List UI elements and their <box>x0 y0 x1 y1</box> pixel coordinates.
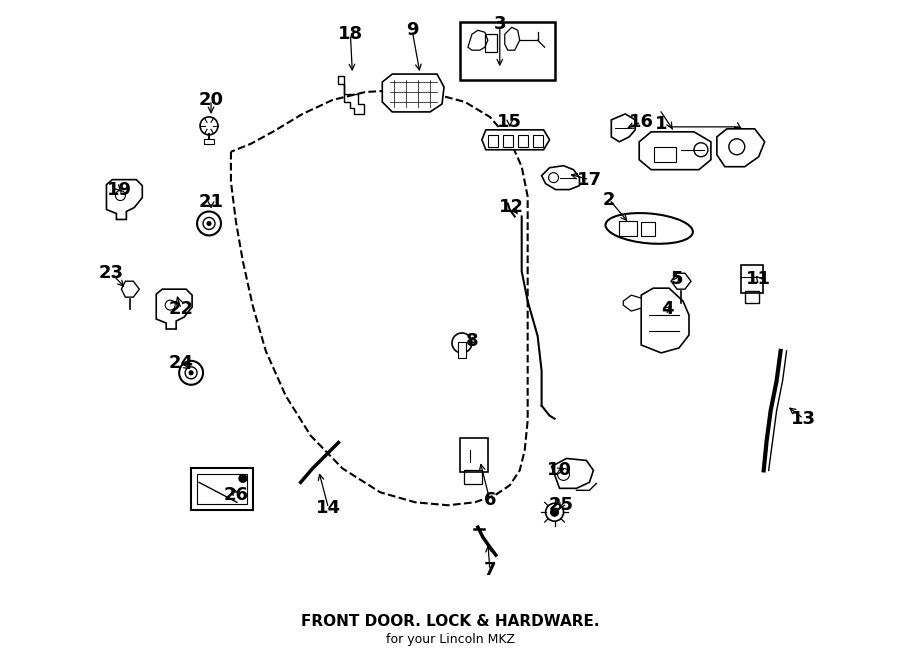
Bar <box>503 135 513 147</box>
Polygon shape <box>482 130 550 150</box>
Text: 10: 10 <box>547 461 572 479</box>
Text: 16: 16 <box>629 113 653 131</box>
Polygon shape <box>639 132 711 170</box>
Bar <box>204 139 214 144</box>
Circle shape <box>203 217 215 229</box>
Bar <box>518 135 527 147</box>
Circle shape <box>551 508 559 516</box>
Polygon shape <box>552 459 593 488</box>
Text: 26: 26 <box>223 486 248 504</box>
Circle shape <box>189 371 194 375</box>
Polygon shape <box>624 295 641 311</box>
Text: 21: 21 <box>199 192 223 211</box>
Bar <box>654 147 676 162</box>
Text: 1: 1 <box>655 115 668 133</box>
Polygon shape <box>382 74 444 112</box>
Bar <box>488 135 498 147</box>
Text: 12: 12 <box>500 198 524 215</box>
Bar <box>191 469 253 510</box>
Text: 4: 4 <box>661 300 673 318</box>
Bar <box>460 22 554 80</box>
Bar <box>741 265 762 293</box>
Circle shape <box>238 475 247 483</box>
Bar <box>745 291 759 303</box>
Text: 15: 15 <box>497 113 522 131</box>
Text: 19: 19 <box>107 180 132 198</box>
Bar <box>619 221 637 237</box>
Bar <box>485 34 497 52</box>
Text: 14: 14 <box>316 499 341 518</box>
Text: 20: 20 <box>199 91 223 109</box>
Text: 5: 5 <box>670 270 683 288</box>
Text: 22: 22 <box>168 300 194 318</box>
Text: 8: 8 <box>465 332 478 350</box>
Polygon shape <box>542 166 580 190</box>
Circle shape <box>200 117 218 135</box>
Text: 3: 3 <box>493 15 506 33</box>
Circle shape <box>207 221 211 225</box>
Text: 2: 2 <box>603 190 616 209</box>
Text: 9: 9 <box>406 21 419 39</box>
Ellipse shape <box>606 213 693 244</box>
Bar <box>533 135 543 147</box>
Circle shape <box>197 212 221 235</box>
Text: 24: 24 <box>168 354 194 372</box>
Text: 17: 17 <box>577 171 602 188</box>
Bar <box>458 342 466 358</box>
Bar <box>464 471 482 485</box>
Text: 6: 6 <box>483 491 496 509</box>
Text: 7: 7 <box>483 561 496 579</box>
Text: 11: 11 <box>746 270 771 288</box>
Bar <box>460 438 488 473</box>
Circle shape <box>452 333 472 353</box>
Circle shape <box>179 361 203 385</box>
Text: 18: 18 <box>338 25 363 43</box>
Text: 25: 25 <box>549 496 574 514</box>
Circle shape <box>545 503 563 521</box>
Polygon shape <box>641 288 689 353</box>
Text: 23: 23 <box>99 264 124 282</box>
Text: 13: 13 <box>791 410 816 428</box>
Text: for your Lincoln MKZ: for your Lincoln MKZ <box>385 633 515 646</box>
Bar <box>641 223 655 237</box>
Polygon shape <box>157 289 192 329</box>
Bar <box>197 475 247 504</box>
Text: FRONT DOOR. LOCK & HARDWARE.: FRONT DOOR. LOCK & HARDWARE. <box>301 614 599 629</box>
Polygon shape <box>717 129 765 167</box>
Polygon shape <box>106 180 142 219</box>
Circle shape <box>185 367 197 379</box>
